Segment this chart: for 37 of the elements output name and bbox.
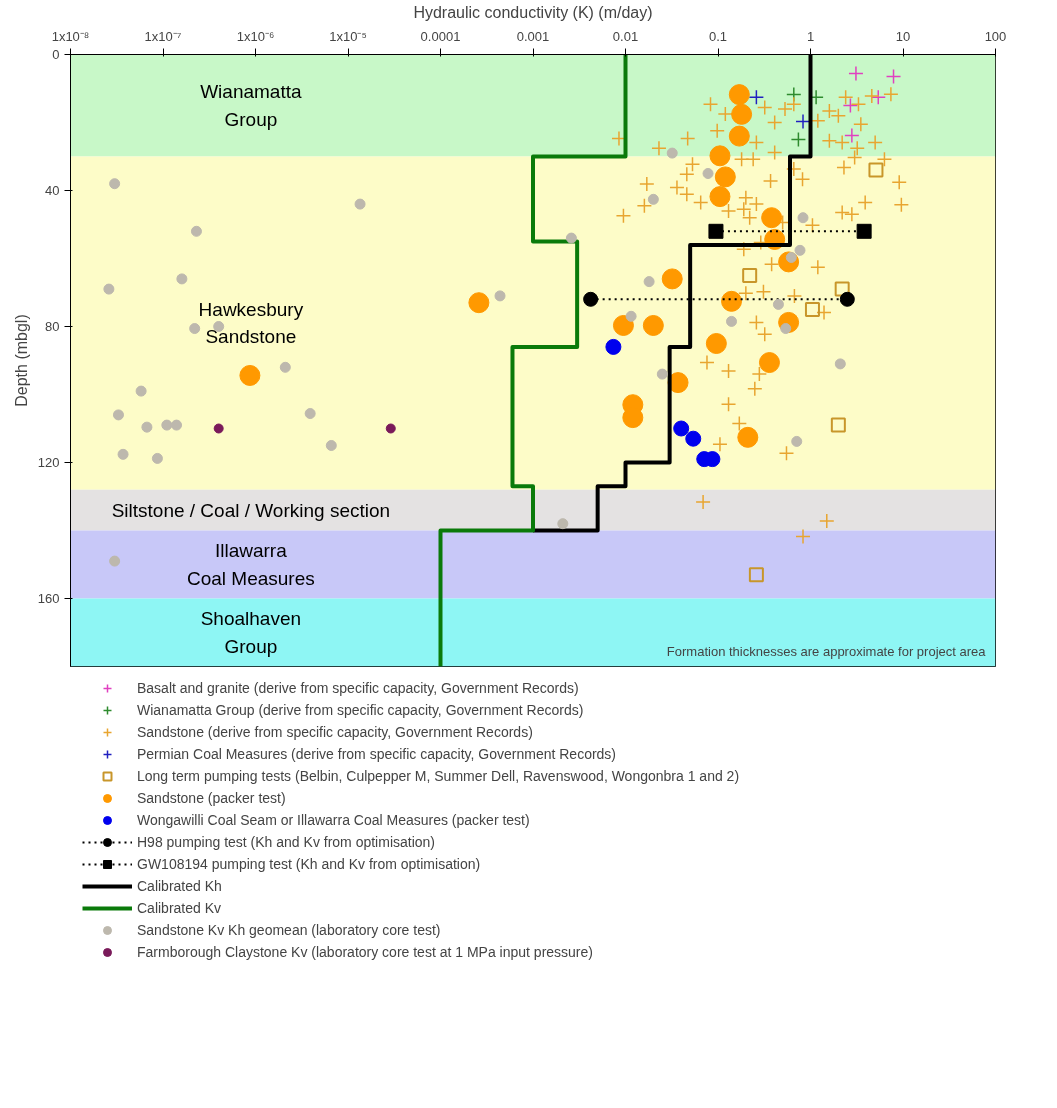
x-tick-label: 10 (895, 28, 911, 44)
x-tick-label: 0.0001 (420, 28, 461, 44)
legend-label: Calibrated Kh (137, 877, 222, 896)
legend-label: Wianamatta Group (derive from specific capacity, Government Records) (137, 701, 584, 720)
band-label: Shoalhaven Group (200, 608, 302, 657)
y-tick-label: 0 (52, 47, 60, 62)
y-tick-label: 120 (37, 455, 60, 470)
y-tick-label: 40 (45, 183, 60, 198)
band-label: Hawkesbury Sandstone (198, 298, 304, 348)
x-axis-title: Hydraulic conductivity (K) (m/day) (413, 3, 653, 21)
x-tick-label: 1x10⁻⁶ (236, 28, 275, 44)
x-tick-label: 1 (806, 28, 815, 44)
y-tick-label: 160 (37, 591, 60, 606)
y-tick-label: 80 (45, 319, 60, 334)
legend-label: H98 pumping test (Kh and Kv from optimisation) (137, 833, 436, 852)
band-label: Siltstone / Coal / Working section (111, 499, 391, 521)
band-label: Wianamatta Group (200, 81, 302, 130)
legend-label: Basalt and granite (derive from specific capacity, Government Records) (137, 679, 579, 698)
x-tick-label: 1x10⁻⁸ (51, 28, 90, 44)
x-tick-label: 1x10⁻⁵ (329, 28, 367, 44)
y-axis-title: Depth (mbgl) (12, 314, 30, 407)
x-tick-label: 0.001 (516, 28, 550, 44)
x-tick-label: 1x10⁻⁷ (144, 28, 182, 44)
x-tick-label: 0.01 (612, 28, 639, 44)
legend-label: Wongawilli Coal Seam or Illawarra Coal Measures (packer test) (137, 811, 530, 830)
legend-label: GW108194 pumping test (Kh and Kv from optimisation) (137, 855, 481, 874)
legend-label: Calibrated Kv (137, 899, 222, 918)
legend-label: Farmborough Claystone Kv (laboratory core test at 1 MPa input pressure) (137, 943, 593, 962)
annotation: Formation thicknesses are approximate for project area (666, 643, 987, 659)
legend-label: Sandstone Kv Kh geomean (laboratory core test) (137, 921, 441, 940)
x-tick-label: 100 (984, 28, 1007, 44)
band-label: Illawarra Coal Measures (186, 540, 315, 589)
x-tick-label: 0.1 (708, 28, 728, 44)
legend-label: Sandstone (derive from specific capacity, Government Records) (137, 723, 533, 742)
legend-label: Sandstone (packer test) (137, 789, 286, 808)
legend-label: Permian Coal Measures (derive from specific capacity, Government Records) (137, 745, 617, 764)
legend-label: Long term pumping tests (Belbin, Culpepper M, Summer Dell, Ravenswood, Wongonbra 1 and 2) (137, 767, 740, 786)
